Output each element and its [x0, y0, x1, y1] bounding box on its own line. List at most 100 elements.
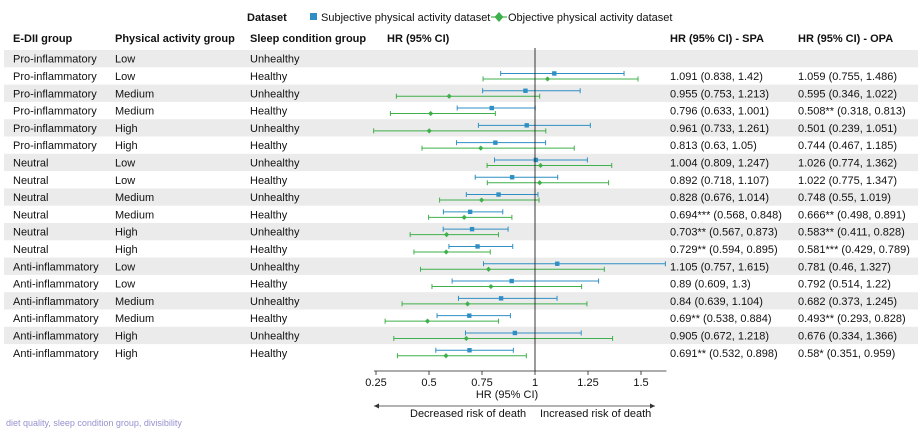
hr-opa-cell: 1.022 (0.775, 1.347) — [798, 175, 897, 187]
hr-spa-cell: 0.691** (0.532, 0.898) — [670, 348, 778, 360]
edii-cell: Neutral — [13, 192, 48, 204]
x-axis-label: HR (95% CI) — [476, 389, 538, 401]
opa-point — [464, 301, 471, 307]
sleep-cell: Healthy — [250, 71, 288, 83]
header-sleep: Sleep condition group — [250, 33, 366, 45]
hr-spa-cell: 0.961 (0.733, 1.261) — [670, 123, 769, 135]
table-row: Anti-inflammatory Low Healthy 0.89 (0.609, … — [13, 279, 891, 291]
hr-opa-cell: 0.581*** (0.429, 0.789) — [798, 244, 910, 256]
physical-activity-cell: High — [115, 123, 138, 135]
increased-risk-note: Increased risk of death — [540, 408, 651, 420]
x-axis-ticks: 0.25 0.5 0.75 1 1.25 1.5 — [365, 371, 649, 389]
edii-cell: Anti-inflammatory — [13, 296, 99, 308]
physical-activity-cell: Medium — [115, 88, 154, 100]
edii-cell: Pro-inflammatory — [13, 71, 97, 83]
opa-point — [488, 283, 494, 290]
x-tick-label: 1.25 — [577, 377, 598, 389]
edii-cell: Anti-inflammatory — [13, 330, 99, 342]
edii-cell: Pro-inflammatory — [13, 88, 97, 100]
table-row: Pro-inflammatory High Healthy 0.813 (0.63, … — [13, 140, 897, 152]
opa-point — [426, 128, 432, 134]
table-row: Neutral High Healthy 0.729** (0.594, 0.895)… — [13, 244, 910, 256]
edii-cell: Neutral — [13, 227, 48, 239]
hr-opa-cell: 0.508** (0.318, 0.813) — [798, 106, 906, 118]
physical-activity-cell: High — [115, 330, 138, 342]
edii-cell: Anti-inflammatory — [13, 279, 99, 291]
header-hr-spa: HR (95% CI) - SPA — [670, 33, 764, 45]
hr-spa-cell: 0.69** (0.538, 0.884) — [670, 313, 772, 325]
hr-opa-cell: 0.501 (0.239, 1.051) — [798, 123, 897, 135]
hr-opa-cell: 1.059 (0.755, 1.486) — [798, 71, 897, 83]
physical-activity-cell: High — [115, 348, 138, 360]
physical-activity-cell: Medium — [115, 313, 154, 325]
table-row: Neutral High Unhealthy 0.703** (0.567, 0.87… — [13, 227, 905, 239]
header-physical-activity: Physical activity group — [115, 33, 235, 45]
opa-point — [537, 180, 543, 186]
edii-cell: Neutral — [13, 209, 48, 221]
sleep-cell: Unhealthy — [250, 123, 300, 135]
opa-point — [478, 197, 485, 203]
row-stripes — [4, 50, 918, 345]
sleep-cell: Healthy — [250, 140, 288, 152]
hr-opa-cell: 0.748 (0.55, 1.019) — [798, 192, 891, 204]
table-row: Neutral Medium Unhealthy 0.828 (0.676, 1.01… — [13, 192, 891, 204]
physical-activity-cell: Medium — [115, 106, 154, 118]
sleep-cell: Healthy — [250, 348, 288, 360]
hr-spa-cell: 0.828 (0.676, 1.014) — [670, 192, 769, 204]
x-axis: 0.25 0.5 0.75 1 1.25 1.5 HR (95% CI) Decrease… — [365, 370, 667, 420]
hr-opa-cell: 0.781 (0.46, 1.327) — [798, 261, 891, 273]
sleep-cell: Healthy — [250, 279, 288, 291]
spa-point — [512, 330, 518, 336]
hr-spa-cell: 0.703** (0.567, 0.873) — [670, 227, 778, 239]
header-edii: E-DII group — [13, 33, 73, 45]
opa-point — [537, 162, 544, 169]
physical-activity-cell: Medium — [115, 209, 154, 221]
legend-label-subjective: Subjective physical activity dataset — [321, 12, 490, 24]
table-row: Neutral Low Unhealthy 1.004 (0.809, 1.247) 1… — [13, 157, 897, 169]
spa-point — [467, 313, 472, 318]
sleep-cell: Unhealthy — [250, 54, 300, 66]
physical-activity-cell: Low — [115, 175, 135, 187]
plot-area — [373, 48, 666, 371]
x-tick-label: 1.5 — [633, 377, 648, 389]
arrow-right-icon — [650, 403, 655, 409]
row-stripe — [4, 292, 918, 310]
opa-point — [443, 232, 450, 238]
spa-point — [509, 278, 514, 284]
hr-spa-cell: 0.955 (0.753, 1.213) — [670, 88, 769, 100]
hr-spa-cell: 0.89 (0.609, 1.3) — [670, 279, 751, 291]
legend-marker-subjective — [310, 13, 317, 20]
physical-activity-cell: Medium — [115, 192, 154, 204]
hr-opa-cell: 0.595 (0.346, 1.022) — [798, 88, 897, 100]
table-row: Pro-inflammatory Low Unhealthy — [13, 54, 300, 66]
sleep-cell: Healthy — [250, 209, 288, 221]
spa-point — [467, 209, 473, 215]
watermark: diet quality, sleep condition group, div… — [6, 418, 182, 428]
edii-cell: Neutral — [13, 244, 48, 256]
spa-point — [523, 88, 528, 93]
edii-cell: Neutral — [13, 157, 48, 169]
physical-activity-cell: Low — [115, 54, 135, 66]
opa-point — [461, 214, 467, 220]
row-stripe — [4, 223, 918, 241]
opa-point — [443, 353, 449, 359]
edii-cell: Anti-inflammatory — [13, 348, 99, 360]
sleep-cell: Healthy — [250, 244, 288, 256]
legend-title: Dataset — [247, 12, 287, 24]
hr-opa-cell: 0.493** (0.293, 0.828) — [798, 313, 906, 325]
physical-activity-cell: Low — [115, 279, 135, 291]
legend: Dataset Subjective physical activity dat… — [247, 12, 672, 24]
hr-spa-cell: 1.091 (0.838, 1.42) — [670, 71, 763, 83]
spa-point — [552, 71, 557, 76]
table-row: Anti-inflammatory Medium Healthy 0.69** (0.… — [13, 313, 906, 325]
hr-opa-cell: 0.666** (0.498, 0.891) — [798, 209, 906, 221]
hr-spa-cell: 0.892 (0.718, 1.107) — [670, 175, 769, 187]
edii-cell: Pro-inflammatory — [13, 123, 97, 135]
table-row: Pro-inflammatory Low Healthy 1.091 (0.838, … — [13, 71, 897, 83]
table-row: Anti-inflammatory Low Unhealthy 1.105 (0.75… — [13, 261, 891, 273]
hr-opa-cell: 0.744 (0.467, 1.185) — [798, 140, 897, 152]
hr-spa-cell: 1.105 (0.757, 1.615) — [670, 261, 769, 273]
table-row: Neutral Medium Healthy 0.694*** (0.568, 0.8… — [13, 209, 906, 221]
legend-marker-objective — [494, 12, 504, 22]
decreased-risk-note: Decreased risk of death — [410, 408, 526, 420]
